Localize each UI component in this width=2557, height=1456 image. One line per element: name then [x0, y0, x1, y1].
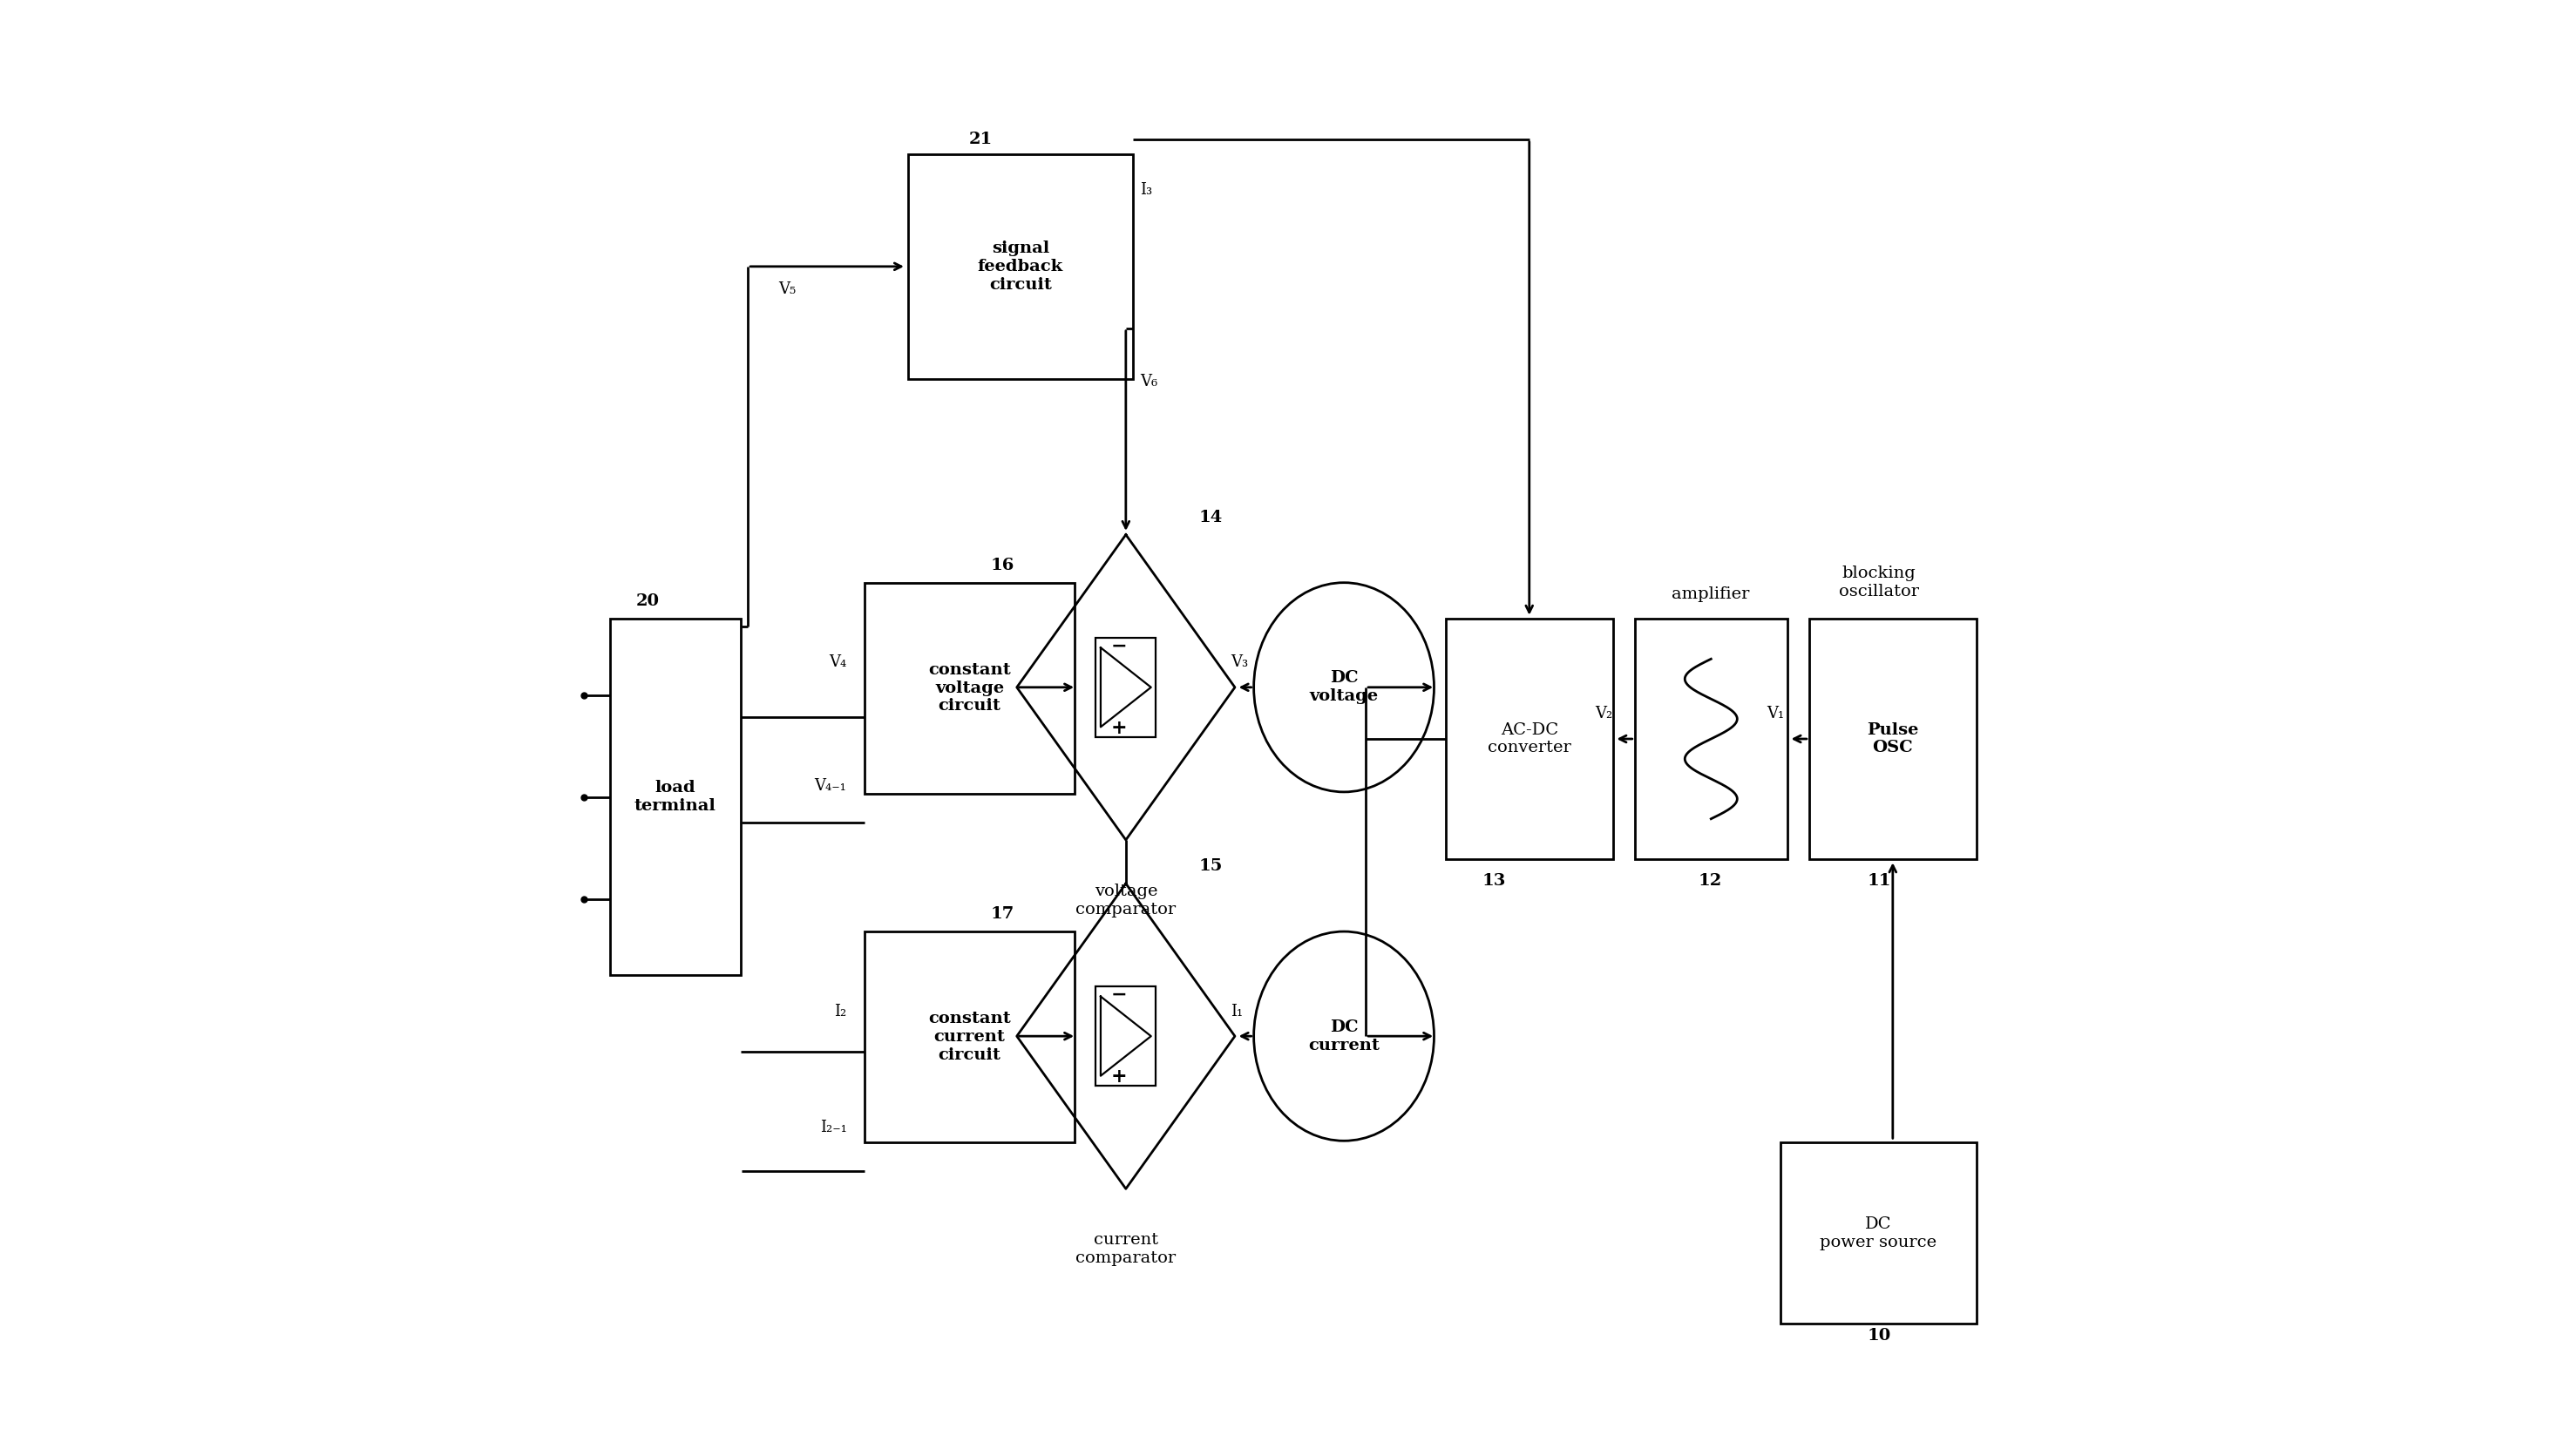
Text: V₄₋₁: V₄₋₁: [816, 779, 846, 794]
Text: 12: 12: [1698, 872, 1723, 888]
Bar: [1810, 619, 1977, 859]
Text: 17: 17: [990, 906, 1015, 922]
Text: 20: 20: [637, 594, 660, 610]
Text: blocking
oscillator: blocking oscillator: [1838, 566, 1920, 600]
Text: 11: 11: [1867, 872, 1892, 888]
Bar: [1097, 987, 1156, 1086]
Text: I₂₋₁: I₂₋₁: [821, 1120, 846, 1136]
Text: 13: 13: [1481, 872, 1506, 888]
Text: 10: 10: [1867, 1328, 1890, 1344]
Text: voltage
comparator: voltage comparator: [1076, 884, 1176, 917]
Text: DC
power source: DC power source: [1821, 1216, 1936, 1251]
Text: +: +: [1110, 719, 1128, 738]
Text: V₁: V₁: [1767, 706, 1785, 721]
Text: DC
current: DC current: [1309, 1019, 1381, 1053]
Text: V₃: V₃: [1230, 655, 1248, 670]
Bar: [609, 619, 742, 976]
Text: −: −: [1110, 636, 1128, 655]
Text: I₁: I₁: [1230, 1003, 1243, 1019]
Text: AC-DC
converter: AC-DC converter: [1488, 722, 1570, 756]
Text: DC
voltage: DC voltage: [1309, 670, 1378, 705]
Text: signal
feedback
circuit: signal feedback circuit: [977, 240, 1064, 293]
Bar: [1097, 638, 1156, 737]
Text: −: −: [1110, 986, 1128, 1005]
Text: V₂: V₂: [1596, 706, 1613, 721]
Text: Pulse
OSC: Pulse OSC: [1867, 722, 1918, 756]
Text: 15: 15: [1199, 858, 1222, 874]
Text: load
terminal: load terminal: [634, 780, 716, 814]
Text: amplifier: amplifier: [1672, 587, 1749, 603]
Bar: [864, 932, 1074, 1143]
Text: I₃: I₃: [1140, 182, 1153, 198]
Text: V₅: V₅: [777, 281, 795, 297]
Bar: [864, 582, 1074, 794]
Bar: [908, 154, 1133, 379]
Text: current
comparator: current comparator: [1076, 1232, 1176, 1267]
Text: +: +: [1110, 1067, 1128, 1088]
Bar: [1445, 619, 1613, 859]
Text: 16: 16: [990, 558, 1015, 574]
Text: constant
current
circuit: constant current circuit: [928, 1010, 1010, 1063]
Text: I₂: I₂: [834, 1003, 846, 1019]
Bar: [1780, 1143, 1977, 1324]
Bar: [1634, 619, 1787, 859]
Text: constant
voltage
circuit: constant voltage circuit: [928, 662, 1010, 713]
Text: V₄: V₄: [828, 655, 846, 670]
Text: V₆: V₆: [1140, 374, 1158, 390]
Text: 21: 21: [969, 131, 992, 147]
Text: 14: 14: [1199, 510, 1222, 526]
